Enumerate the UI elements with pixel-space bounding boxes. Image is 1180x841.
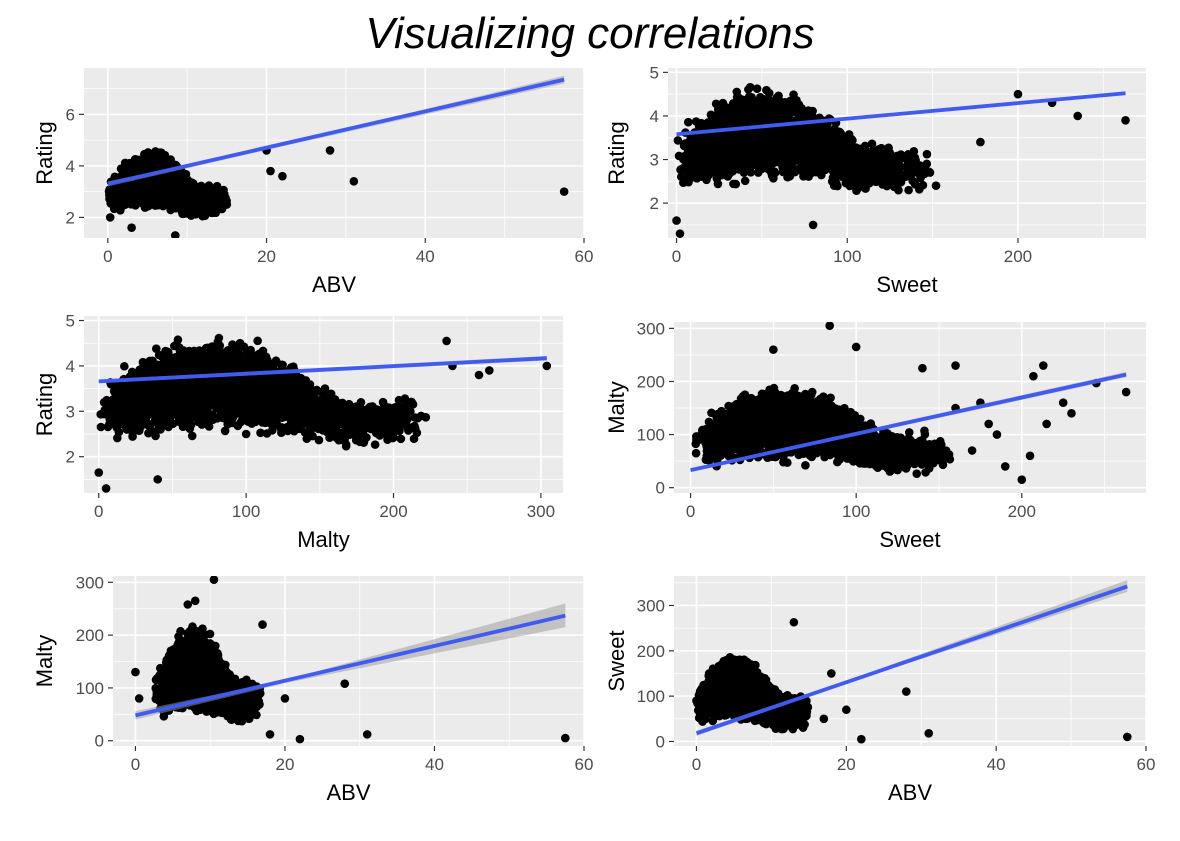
data-point — [161, 172, 171, 182]
data-point — [105, 192, 115, 201]
data-point — [149, 175, 158, 185]
data-point — [205, 195, 215, 205]
data-point — [325, 146, 335, 155]
data-point — [125, 158, 135, 168]
data-point — [200, 187, 209, 196]
data-point — [193, 192, 203, 201]
x-axis-label: ABV — [312, 272, 356, 297]
data-point — [867, 139, 877, 149]
data-point — [835, 127, 845, 137]
data-point — [181, 207, 191, 217]
data-point — [793, 99, 802, 109]
data-point — [752, 84, 762, 94]
data-point — [674, 151, 684, 161]
data-point — [707, 111, 716, 121]
data-point — [904, 185, 913, 195]
data-point — [887, 179, 896, 189]
data-point — [559, 187, 569, 196]
y-tick-label: 4 — [66, 157, 75, 176]
data-point — [127, 223, 136, 232]
data-point — [718, 98, 728, 108]
scatter-panel-1: 0 20 40 60 2 4 6 ABV Rating — [32, 68, 593, 297]
data-point — [183, 182, 193, 191]
data-point — [687, 173, 696, 182]
data-point — [896, 172, 906, 182]
data-point — [922, 149, 932, 159]
y-tick-label: 6 — [66, 105, 75, 124]
data-point — [278, 171, 287, 181]
data-point — [827, 177, 837, 186]
data-point — [192, 198, 201, 208]
regression-line — [107, 77, 565, 186]
x-tick-label: 0 — [103, 247, 112, 266]
data-point — [200, 211, 210, 221]
data-point — [683, 117, 693, 127]
y-axis-label: Rating — [32, 121, 57, 185]
data-point — [740, 176, 750, 186]
data-point — [162, 183, 171, 193]
data-point — [817, 170, 826, 180]
data-point — [140, 198, 149, 207]
axes: 0 20 40 60 2 4 6 — [66, 105, 594, 266]
data-point — [146, 151, 155, 160]
data-point — [266, 166, 275, 176]
data-point — [159, 191, 169, 201]
data-point — [222, 200, 232, 209]
x-tick-label: 40 — [416, 247, 435, 266]
data-point — [166, 205, 175, 215]
x-tick-label: 20 — [257, 247, 276, 266]
data-point — [745, 82, 755, 92]
data-point — [121, 197, 131, 207]
data-point — [177, 189, 186, 199]
data-point — [701, 168, 711, 178]
data-points — [672, 82, 1130, 238]
data-point — [925, 168, 935, 177]
data-point — [753, 168, 763, 177]
data-point — [349, 177, 359, 186]
y-tick-label: 2 — [66, 208, 75, 227]
data-point — [910, 179, 920, 189]
data-point — [764, 98, 773, 108]
data-point — [130, 192, 139, 201]
data-point — [105, 213, 115, 222]
data-point — [676, 172, 686, 182]
data-point — [137, 183, 146, 192]
data-point — [172, 173, 182, 182]
x-tick-label: 60 — [575, 247, 594, 266]
data-point — [177, 196, 187, 206]
data-point — [673, 136, 683, 145]
data-point — [185, 194, 194, 204]
data-point — [159, 154, 168, 164]
data-point — [148, 188, 157, 198]
data-point — [118, 182, 127, 192]
data-point — [170, 231, 180, 238]
data-point — [177, 178, 186, 188]
data-point — [744, 104, 753, 114]
chart-title: Visualizing correlations — [365, 9, 815, 58]
data-point — [774, 95, 784, 105]
data-point — [851, 179, 861, 189]
data-point — [120, 170, 129, 179]
data-point — [852, 186, 861, 195]
